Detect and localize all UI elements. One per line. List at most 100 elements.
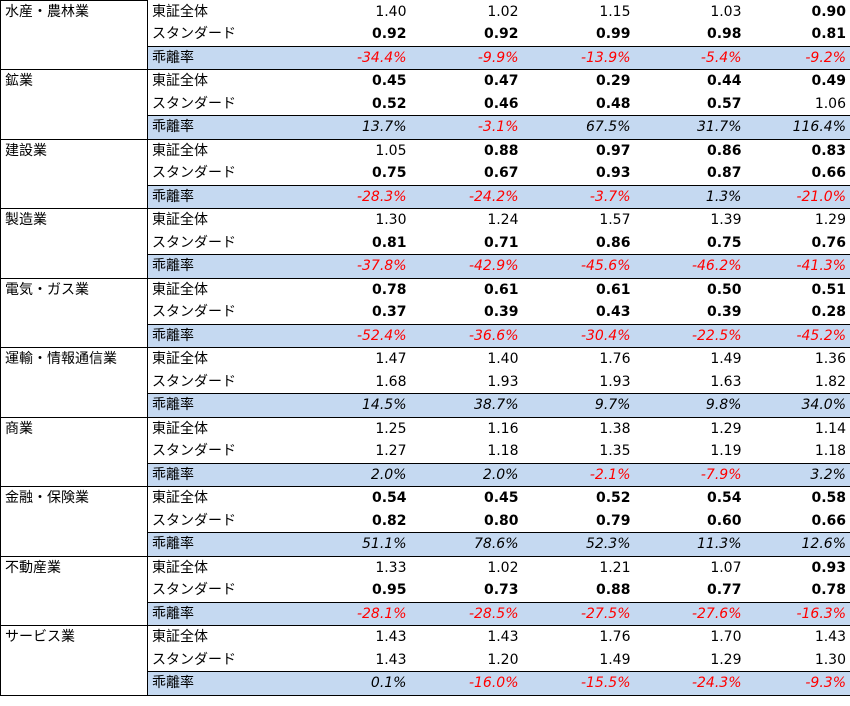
table-row: 乖離率 51.1% 78.6% 52.3% 11.3% 12.6% bbox=[1, 532, 850, 557]
value-cell: 0.49 bbox=[745, 69, 850, 93]
value-cell: 52.3% bbox=[522, 532, 635, 557]
value-cell: 0.86 bbox=[595, 234, 631, 251]
table-row: 乖離率 -37.8% -42.9% -45.6% -46.2% -41.3% bbox=[1, 254, 850, 279]
value-cell: -22.5% bbox=[634, 323, 746, 348]
value-cell: 1.36 bbox=[745, 347, 850, 371]
row-label: 乖離率 bbox=[147, 601, 291, 626]
value-cell: 1.02 bbox=[487, 3, 519, 20]
value-cell: 78.6% bbox=[410, 532, 523, 557]
table-row: 乖離率 13.7% -3.1% 67.5% 31.7% 116.4% bbox=[1, 115, 850, 140]
value-cell: 1.43 bbox=[375, 651, 407, 668]
value-cell: -34.4% bbox=[290, 45, 411, 70]
value-cell: 1.30 bbox=[375, 212, 407, 229]
value-cell: 1.3% bbox=[634, 184, 746, 209]
value-cell: 0.54 bbox=[706, 490, 742, 507]
value-cell: 0.50 bbox=[706, 281, 742, 298]
table-row: スタンダード 0.95 0.73 0.88 0.77 0.78 bbox=[1, 579, 850, 602]
row-label: 乖離率 bbox=[147, 115, 291, 140]
value-cell: 0.93 bbox=[595, 165, 631, 182]
value-cell: 0.76 bbox=[745, 231, 850, 255]
row-label: 東証全体 bbox=[147, 486, 291, 510]
value-cell: 1.33 bbox=[375, 559, 407, 576]
value-cell: 1.76 bbox=[599, 629, 631, 646]
table-row: スタンダード 0.81 0.71 0.86 0.75 0.76 bbox=[1, 231, 850, 255]
row-label: スタンダード bbox=[147, 648, 291, 672]
value-cell: 1.05 bbox=[375, 142, 407, 159]
value-cell: 38.7% bbox=[410, 393, 523, 418]
value-cell: 0.78 bbox=[371, 281, 407, 298]
value-cell: 0.58 bbox=[745, 486, 850, 510]
value-cell: 1.57 bbox=[599, 212, 631, 229]
value-cell: 1.93 bbox=[487, 373, 519, 390]
row-label: 乖離率 bbox=[147, 532, 291, 557]
row-label: 乖離率 bbox=[147, 184, 291, 209]
value-cell: -7.9% bbox=[634, 462, 746, 487]
value-cell: 1.38 bbox=[599, 420, 631, 437]
value-cell: 1.02 bbox=[487, 559, 519, 576]
table-row: 金融・保険業 東証全体 0.54 0.45 0.52 0.54 0.58 bbox=[0, 486, 850, 557]
industry-cell: 建設業 bbox=[0, 138, 148, 209]
value-cell: 1.14 bbox=[745, 417, 850, 440]
table-row: 乖離率 14.5% 38.7% 9.7% 9.8% 34.0% bbox=[1, 393, 850, 418]
value-cell: 0.46 bbox=[483, 95, 519, 112]
row-label: 東証全体 bbox=[147, 556, 291, 579]
value-cell: 0.81 bbox=[745, 23, 850, 46]
row-label: 乖離率 bbox=[147, 45, 291, 70]
value-cell: 1.70 bbox=[710, 629, 742, 646]
value-cell: 0.99 bbox=[595, 26, 631, 43]
row-label: スタンダード bbox=[147, 23, 291, 46]
row-label: 東証全体 bbox=[147, 139, 291, 162]
row-label: 東証全体 bbox=[147, 208, 291, 232]
value-cell: -46.2% bbox=[634, 254, 746, 279]
value-cell: 1.39 bbox=[710, 212, 742, 229]
table-row: スタンダード 0.37 0.39 0.43 0.39 0.28 bbox=[1, 301, 850, 324]
table-row: スタンダード 1.68 1.93 1.93 1.63 1.82 bbox=[1, 370, 850, 394]
row-label: スタンダード bbox=[147, 440, 291, 463]
row-label: スタンダード bbox=[147, 509, 291, 533]
table-row: 鉱業 東証全体 0.45 0.47 0.29 0.44 0.49 bbox=[0, 69, 850, 140]
table-row: 商業 東証全体 1.25 1.16 1.38 1.29 1.14 bbox=[0, 416, 850, 487]
industry-cell: 運輸・情報通信業 bbox=[0, 347, 148, 418]
row-label: 乖離率 bbox=[147, 462, 291, 487]
industry-cell: 不動産業 bbox=[0, 555, 148, 626]
table-row: 乖離率 2.0% 2.0% -2.1% -7.9% 3.2% bbox=[1, 462, 850, 487]
value-cell: -9.3% bbox=[745, 671, 850, 696]
value-cell: -27.5% bbox=[522, 601, 635, 626]
industry-cell: 商業 bbox=[0, 416, 148, 487]
value-cell: 0.93 bbox=[745, 556, 850, 579]
row-label: 東証全体 bbox=[147, 417, 291, 440]
value-cell: 0.92 bbox=[371, 26, 407, 43]
row-label: 東証全体 bbox=[147, 278, 291, 301]
value-cell: 1.93 bbox=[599, 373, 631, 390]
value-cell: 1.49 bbox=[599, 651, 631, 668]
value-cell: 0.77 bbox=[706, 582, 742, 599]
value-cell: 0.81 bbox=[371, 234, 407, 251]
table-row: 乖離率 -28.1% -28.5% -27.5% -27.6% -16.3% bbox=[1, 601, 850, 626]
value-cell: 0.29 bbox=[595, 73, 631, 90]
value-cell: 0.66 bbox=[745, 162, 850, 185]
value-cell: 14.5% bbox=[290, 393, 411, 418]
industry-cell: 金融・保険業 bbox=[0, 486, 148, 557]
value-cell: 1.30 bbox=[745, 648, 850, 672]
value-cell: 1.27 bbox=[375, 443, 407, 460]
industry-cell: 製造業 bbox=[0, 208, 148, 279]
value-cell: 1.16 bbox=[487, 420, 519, 437]
value-cell: 1.06 bbox=[745, 92, 850, 116]
value-cell: 0.92 bbox=[483, 26, 519, 43]
value-cell: 31.7% bbox=[634, 115, 746, 140]
value-cell: 0.52 bbox=[371, 95, 407, 112]
value-cell: -45.6% bbox=[522, 254, 635, 279]
row-label: スタンダード bbox=[147, 579, 291, 602]
table-row: 建設業 東証全体 1.05 0.88 0.97 0.86 0.83 bbox=[0, 138, 850, 209]
value-cell: -2.1% bbox=[522, 462, 635, 487]
table-row: 製造業 東証全体 1.30 1.24 1.57 1.39 1.29 bbox=[0, 208, 850, 279]
table-row: 運輸・情報通信業 東証全体 1.47 1.40 1.76 1.49 1.36 bbox=[0, 347, 850, 418]
row-label: 乖離率 bbox=[147, 393, 291, 418]
value-cell: 9.8% bbox=[634, 393, 746, 418]
table-row: スタンダード 1.43 1.20 1.49 1.29 1.30 bbox=[1, 648, 850, 672]
value-cell: 0.47 bbox=[483, 73, 519, 90]
value-cell: 1.43 bbox=[375, 629, 407, 646]
value-cell: 0.44 bbox=[706, 73, 742, 90]
value-cell: 0.87 bbox=[706, 165, 742, 182]
